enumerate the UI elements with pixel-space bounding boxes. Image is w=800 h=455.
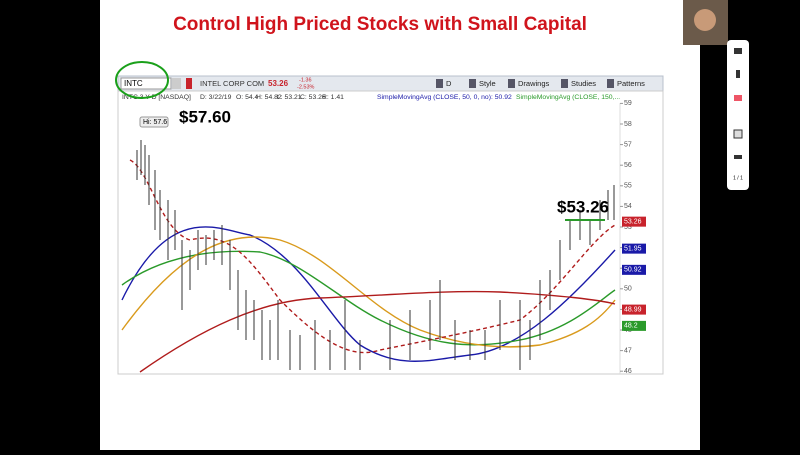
slide-title: Control High Priced Stocks with Small Ca… [173, 14, 587, 35]
info-item: SimpleMovingAvg (CLOSE, 150,... [516, 94, 620, 101]
info-item: C: 53.26 [300, 94, 326, 101]
tool-eraser[interactable] [734, 95, 742, 101]
symbol: INTC [124, 79, 143, 88]
tool-icons [733, 48, 743, 159]
toolbar-icon[interactable] [607, 79, 614, 88]
toolbar-icon[interactable] [436, 79, 443, 88]
tick-label: 50 [624, 286, 632, 293]
current-price: $53.26 [557, 197, 609, 216]
info-item: H: 54.82 [256, 94, 282, 101]
info-item: R: 1.41 [322, 94, 344, 101]
toolbar-icon[interactable] [469, 79, 476, 88]
price-badge [622, 243, 646, 254]
hi-label: Hi: 57.6 [143, 119, 167, 126]
price-axis: 595857565554535251504948474653.2651.9550… [620, 100, 646, 375]
study-lines [121, 159, 616, 373]
tick-label: 53 [624, 224, 632, 231]
toolbar-button[interactable]: Patterns [617, 79, 645, 88]
presenter [694, 9, 716, 31]
price-badge [622, 320, 646, 331]
symbol-dropdown[interactable] [172, 78, 181, 89]
toolbar-button[interactable]: Style [479, 79, 496, 88]
price-badge-label: 50.92 [624, 267, 642, 274]
symbol-input[interactable] [120, 77, 172, 90]
price-change-pct: -2.53% [297, 84, 315, 90]
info-item: L: 53.21 [277, 94, 302, 101]
info-item: D: 3/22/19 [200, 94, 232, 101]
sma-150 [121, 236, 616, 348]
last-price: 53.26 [268, 79, 289, 88]
link-icon[interactable] [186, 78, 192, 89]
price-bars [136, 140, 615, 370]
page-counter: 1 / 1 [733, 175, 743, 181]
info-item: INTC 3 Y D [NASDAQ] [122, 94, 191, 101]
price-badge [622, 304, 646, 315]
tick-label: 55 [624, 183, 632, 190]
sma-50 [121, 226, 616, 362]
toolbar-button[interactable]: Drawings [518, 79, 550, 88]
sma-100 [121, 250, 616, 346]
toolbar-button[interactable]: Studies [571, 79, 596, 88]
hi-bubble [139, 116, 169, 128]
tool-text[interactable] [736, 70, 740, 78]
toolbar-buttons: D Style Drawings Studies Patterns [436, 79, 645, 88]
symbol-highlight [115, 61, 169, 99]
tool-pen[interactable] [734, 48, 742, 54]
tool-page[interactable] [733, 129, 743, 139]
price-badge-label: 51.95 [624, 245, 642, 252]
tick-label: 56 [624, 162, 632, 169]
tick-label: 54 [624, 203, 632, 210]
price-badge-label: 53.26 [624, 218, 642, 225]
price-badge [622, 264, 646, 275]
tick-label: 59 [624, 100, 632, 107]
company-name: INTEL CORP COM [200, 79, 264, 88]
toolbar-icon[interactable] [508, 79, 515, 88]
high-price: $57.60 [179, 107, 231, 126]
info-line: INTC 3 Y D [NASDAQ] D: 3/22/19 O: 54.4H: 5… [122, 94, 620, 101]
tick-label: 57 [624, 141, 632, 148]
annotation-toolbar [727, 40, 749, 190]
sma-200 [139, 290, 616, 373]
tool-clear[interactable] [734, 155, 742, 159]
price-badge-label: 48.2 [624, 323, 638, 330]
ema-trend [129, 159, 616, 354]
toolbar-button[interactable]: D [446, 79, 452, 88]
info-item: O: 54.4 [236, 94, 259, 101]
toolbar-icon[interactable] [561, 79, 568, 88]
tick-label: 47 [624, 347, 632, 354]
tick-label: 46 [624, 368, 632, 375]
price-change: -1.36 [299, 77, 312, 83]
price-badge-label: 48.99 [624, 306, 642, 313]
price-badge [622, 216, 646, 227]
tick-label: 58 [624, 121, 632, 128]
info-item: SimpleMovingAvg (CLOSE, 50, 0, no): 50.9… [377, 94, 512, 101]
